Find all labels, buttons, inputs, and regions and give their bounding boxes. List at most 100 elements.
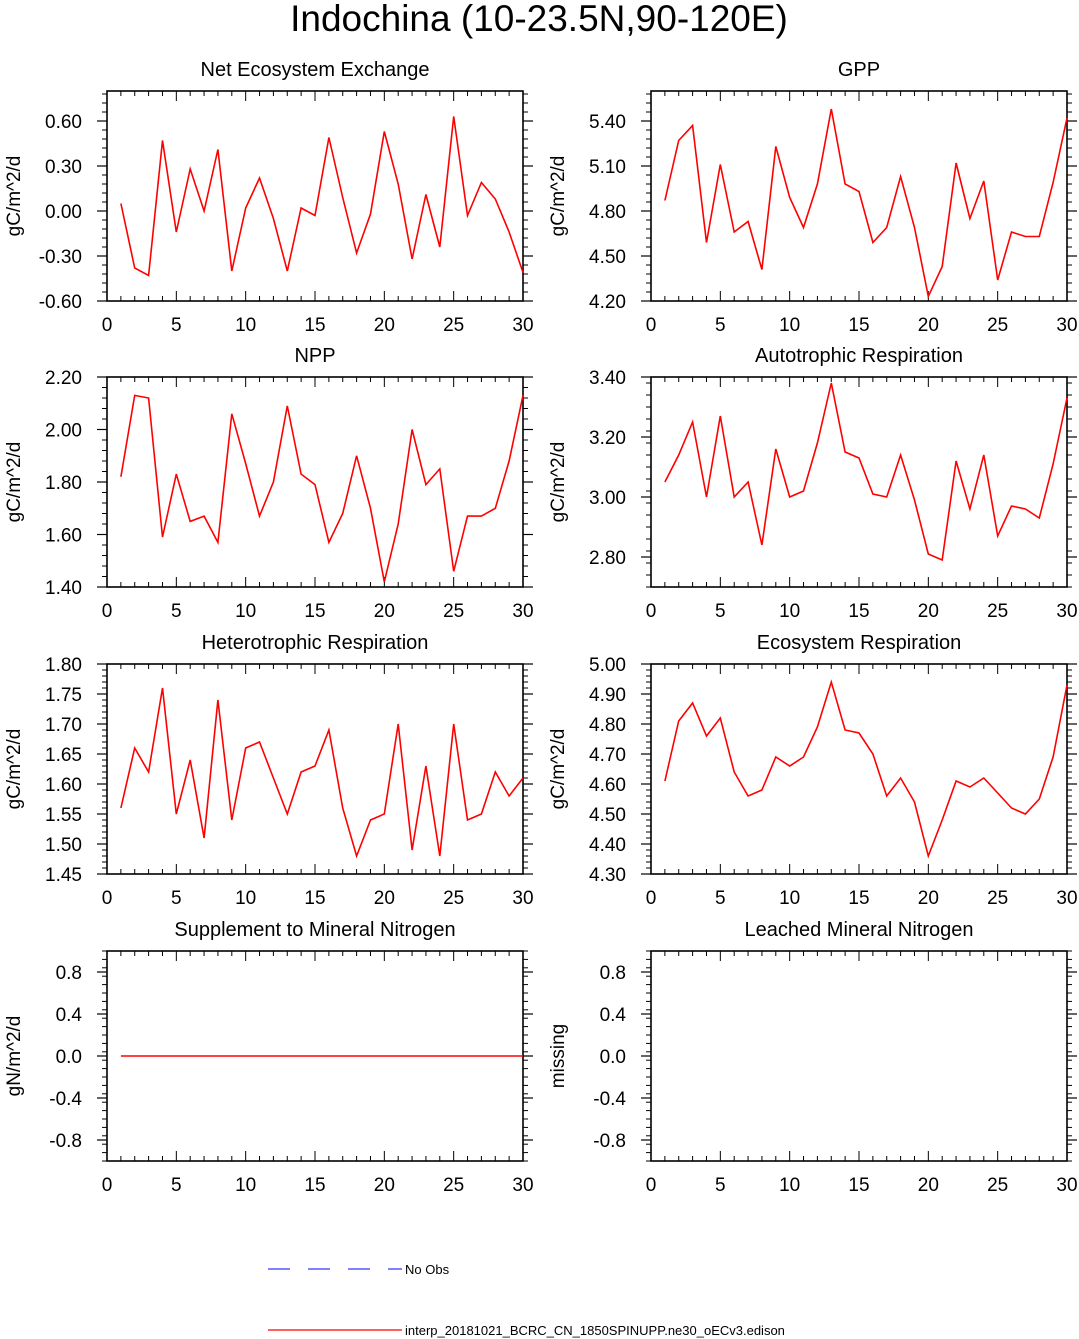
legend-obs-label: No Obs xyxy=(405,1262,450,1277)
y-tick-label: 4.90 xyxy=(589,685,626,706)
series-line xyxy=(664,679,1068,859)
y-tick-label: 5.10 xyxy=(589,157,626,178)
y-tick-label: 0.00 xyxy=(45,202,82,223)
y-tick-label: 1.75 xyxy=(45,685,82,706)
y-tick-label: 0.60 xyxy=(45,112,82,133)
x-tick-label: 10 xyxy=(235,888,256,909)
panel-0: Net Ecosystem Exchange 0 5 10 15 20 25 30 -0.60 -… xyxy=(4,59,534,336)
x-tick-label: 30 xyxy=(512,601,533,622)
y-tick-label: 1.80 xyxy=(45,655,82,676)
x-tick-label: 30 xyxy=(1056,888,1077,909)
plot-frame xyxy=(106,90,524,302)
plot-frame xyxy=(650,90,1068,302)
y-tick-label: 4.30 xyxy=(589,865,626,886)
plot-frame xyxy=(650,663,1068,875)
panels: Net Ecosystem Exchange 0 5 10 15 20 25 30 -0.60 -… xyxy=(4,59,1078,1196)
y-tick-label: 2.00 xyxy=(45,421,82,442)
y-tick-label: 1.45 xyxy=(45,865,82,886)
panel-6: Supplement to Mineral Nitrogen 0 5 10 15 20 25… xyxy=(4,919,534,1196)
x-tick-label: 15 xyxy=(304,315,325,336)
y-tick-label: 1.55 xyxy=(45,805,82,826)
x-tick-label: 25 xyxy=(443,601,464,622)
x-tick-label: 25 xyxy=(987,601,1008,622)
x-tick-label: 5 xyxy=(171,315,182,336)
x-tick-label: 5 xyxy=(171,601,182,622)
x-tick-label: 30 xyxy=(512,1175,533,1196)
x-tick-label: 25 xyxy=(443,1175,464,1196)
y-tick-label: 3.40 xyxy=(589,368,626,389)
y-tick-label: 4.60 xyxy=(589,775,626,796)
x-tick-label: 10 xyxy=(235,315,256,336)
x-tick-label: 5 xyxy=(715,1175,726,1196)
x-tick-label: 20 xyxy=(374,601,395,622)
x-tick-label: 5 xyxy=(171,1175,182,1196)
panel-title: Leached Mineral Nitrogen xyxy=(744,919,973,941)
x-tick-label: 0 xyxy=(102,601,113,622)
y-tick-label: 2.20 xyxy=(45,368,82,389)
x-tick-label: 15 xyxy=(848,315,869,336)
panel-title: Supplement to Mineral Nitrogen xyxy=(174,919,455,941)
x-tick-label: 15 xyxy=(304,888,325,909)
x-tick-label: 15 xyxy=(304,601,325,622)
y-tick-label: 0.4 xyxy=(600,1005,627,1026)
panel-title: Ecosystem Respiration xyxy=(757,632,962,654)
y-tick-label: 4.80 xyxy=(589,715,626,736)
panel-7: Leached Mineral Nitrogen 0 5 10 15 20 25 30 -0.8… xyxy=(548,919,1078,1196)
plot-frame xyxy=(106,376,524,588)
y-tick-label: 1.70 xyxy=(45,715,82,736)
y-tick-label: -0.60 xyxy=(39,292,82,313)
y-tick-label: 4.50 xyxy=(589,247,626,268)
y-tick-label: 0.0 xyxy=(600,1047,626,1068)
figure-title: Indochina (10-23.5N,90-120E) xyxy=(290,0,788,39)
x-tick-label: 15 xyxy=(848,1175,869,1196)
y-tick-label: -0.8 xyxy=(593,1131,626,1152)
y-tick-label: 4.20 xyxy=(589,292,626,313)
y-tick-label: 5.00 xyxy=(589,655,626,676)
x-tick-label: 30 xyxy=(512,315,533,336)
x-tick-label: 30 xyxy=(512,888,533,909)
panel-title: Heterotrophic Respiration xyxy=(202,632,429,654)
x-tick-label: 0 xyxy=(102,1175,113,1196)
panel-title: NPP xyxy=(294,345,335,367)
legend-model-label: interp_20181021_BCRC_CN_1850SPINUPP.ne30… xyxy=(405,1323,785,1338)
panel-title: Net Ecosystem Exchange xyxy=(201,59,430,81)
y-tick-label: 0.0 xyxy=(56,1047,82,1068)
y-axis-label: gN/m^2/d xyxy=(4,1016,25,1097)
panel-1: GPP 0 5 10 15 20 25 30 4.20 4.50 4.80 5.10 5.40 gC/m^… xyxy=(548,59,1078,336)
x-tick-label: 20 xyxy=(918,1175,939,1196)
x-tick-label: 30 xyxy=(1056,601,1077,622)
y-axis-label: gC/m^2/d xyxy=(4,729,25,810)
x-tick-label: 20 xyxy=(374,315,395,336)
x-tick-label: 15 xyxy=(848,601,869,622)
x-tick-label: 20 xyxy=(918,315,939,336)
y-tick-label: 4.40 xyxy=(589,835,626,856)
x-tick-label: 10 xyxy=(779,315,800,336)
x-tick-label: 10 xyxy=(235,601,256,622)
x-tick-label: 0 xyxy=(646,315,657,336)
x-tick-label: 10 xyxy=(235,1175,256,1196)
y-tick-label: 1.80 xyxy=(45,473,82,494)
y-tick-label: 5.40 xyxy=(589,112,626,133)
panel-2: NPP 0 5 10 15 20 25 30 1.40 1.60 1.80 2.00 2.20 gC/m^… xyxy=(4,345,534,622)
panel-3: Autotrophic Respiration 0 5 10 15 20 25 30 2.80 3… xyxy=(548,345,1078,622)
x-tick-label: 30 xyxy=(1056,1175,1077,1196)
y-tick-label: 2.80 xyxy=(589,548,626,569)
x-tick-label: 0 xyxy=(646,888,657,909)
y-tick-label: 4.70 xyxy=(589,745,626,766)
x-tick-label: 10 xyxy=(779,1175,800,1196)
x-tick-label: 15 xyxy=(848,888,869,909)
y-tick-label: 4.80 xyxy=(589,202,626,223)
x-tick-label: 20 xyxy=(918,601,939,622)
x-tick-label: 10 xyxy=(779,888,800,909)
y-axis-label: gC/m^2/d xyxy=(548,442,569,523)
plot-frame xyxy=(650,376,1068,588)
y-tick-label: 3.00 xyxy=(589,488,626,509)
x-tick-label: 5 xyxy=(171,888,182,909)
x-tick-label: 25 xyxy=(443,888,464,909)
panel-4: Heterotrophic Respiration 0 5 10 15 20 25 30 1.4… xyxy=(4,632,534,909)
x-tick-label: 25 xyxy=(987,888,1008,909)
x-tick-label: 30 xyxy=(1056,315,1077,336)
y-tick-label: 0.8 xyxy=(600,963,626,984)
x-tick-label: 20 xyxy=(374,1175,395,1196)
series-line xyxy=(120,687,524,859)
